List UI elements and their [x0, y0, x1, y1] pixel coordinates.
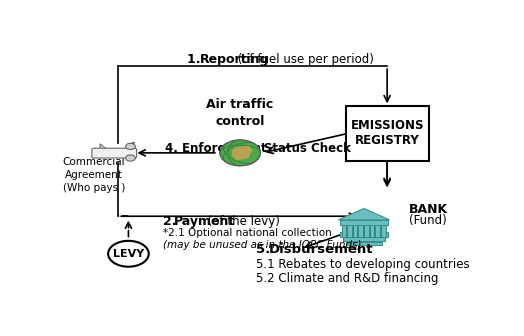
Text: 2.: 2. [163, 215, 181, 228]
Polygon shape [339, 208, 389, 220]
Text: Disbursement: Disbursement [268, 243, 373, 256]
Circle shape [220, 140, 260, 166]
Text: Reporting: Reporting [200, 53, 270, 66]
Text: Commercial
Agreement
(Who pays ): Commercial Agreement (Who pays ) [62, 157, 125, 193]
Text: (Fund): (Fund) [409, 214, 446, 226]
Polygon shape [96, 150, 108, 153]
FancyBboxPatch shape [346, 242, 382, 245]
Text: (of the levy): (of the levy) [203, 215, 279, 228]
Text: 4. Enforcement: 4. Enforcement [165, 142, 267, 156]
Text: 3. Status Check: 3. Status Check [247, 142, 351, 156]
Text: *2.1 Optional national collection: *2.1 Optional national collection [163, 228, 332, 238]
Text: Air traffic
control: Air traffic control [206, 98, 274, 128]
Text: 5.1 Rebates to developing countries: 5.1 Rebates to developing countries [256, 258, 470, 270]
FancyBboxPatch shape [342, 223, 386, 237]
FancyBboxPatch shape [92, 148, 137, 158]
Circle shape [126, 143, 135, 150]
Text: 5.: 5. [256, 243, 275, 256]
Text: BANK: BANK [409, 203, 448, 216]
Text: Payment: Payment [174, 215, 236, 228]
Polygon shape [112, 142, 135, 156]
Circle shape [126, 155, 135, 161]
Text: LEVY: LEVY [113, 249, 144, 259]
Polygon shape [232, 145, 252, 161]
FancyBboxPatch shape [346, 106, 429, 161]
Text: EMISSIONS
REGISTRY: EMISSIONS REGISTRY [351, 120, 424, 148]
Text: 5.2 Climate and R&D financing: 5.2 Climate and R&D financing [256, 272, 439, 285]
FancyBboxPatch shape [341, 220, 388, 224]
FancyBboxPatch shape [340, 232, 388, 237]
Polygon shape [100, 144, 107, 150]
Text: (of fuel use per period): (of fuel use per period) [234, 53, 374, 66]
FancyBboxPatch shape [343, 238, 385, 241]
Text: (may be unused as in the IOPC Funds): (may be unused as in the IOPC Funds) [163, 240, 362, 250]
Circle shape [108, 241, 149, 267]
Text: 1.: 1. [187, 53, 205, 66]
